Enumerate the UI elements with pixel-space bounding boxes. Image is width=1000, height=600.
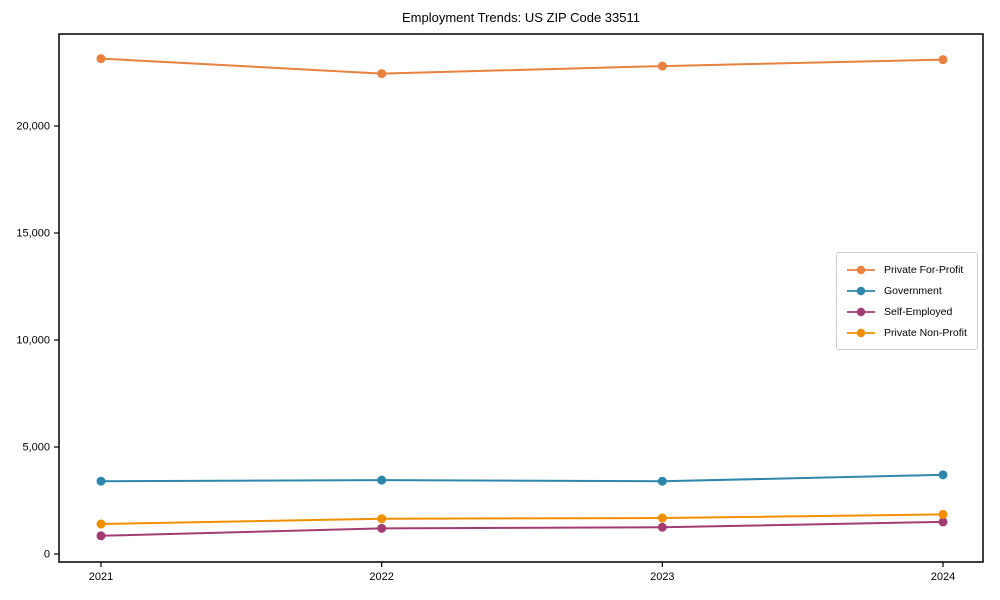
series-line <box>100 473 944 483</box>
legend-item: Private Non-Profit <box>845 322 969 343</box>
legend-label: Self-Employed <box>884 305 953 318</box>
chart-title: Employment Trends: US ZIP Code 33511 <box>402 10 640 25</box>
legend-label: Private For-Profit <box>884 263 964 276</box>
legend: Private For-Profit Government Self-Employe… <box>836 252 978 350</box>
data-point-marker <box>938 517 948 527</box>
data-point-marker <box>938 470 948 480</box>
data-point-marker <box>96 54 106 64</box>
data-point-marker <box>657 476 667 486</box>
legend-label: Private Non-Profit <box>884 326 967 339</box>
data-point-marker <box>377 523 387 533</box>
data-point-marker <box>938 509 948 519</box>
legend-marker-icon <box>847 307 875 316</box>
x-axis-tick-label: 2024 <box>931 571 955 583</box>
legend-item: Government <box>845 280 969 301</box>
data-point-marker <box>96 476 106 486</box>
legend-marker-icon <box>847 328 875 337</box>
data-point-marker <box>96 519 106 529</box>
data-point-marker <box>377 475 387 485</box>
series-line <box>100 513 944 526</box>
legend-label: Government <box>884 284 942 297</box>
data-point-marker <box>377 69 387 79</box>
y-axis-tick-label: 20,000 <box>16 121 50 133</box>
axes-frame <box>58 33 984 563</box>
y-axis-tick-label: 10,000 <box>16 335 50 347</box>
y-axis-tick-label: 0 <box>44 549 50 561</box>
data-point-marker <box>657 522 667 532</box>
data-point-marker <box>657 61 667 71</box>
data-point-marker <box>96 531 106 541</box>
x-axis-tick-label: 2021 <box>89 571 113 583</box>
y-axis-tick-label: 15,000 <box>16 228 50 240</box>
data-point-marker <box>657 513 667 523</box>
x-axis-tick-label: 2023 <box>650 571 674 583</box>
x-axis-tick-label: 2022 <box>369 571 393 583</box>
legend-marker-icon <box>847 265 875 274</box>
legend-item: Private For-Profit <box>845 259 969 280</box>
series-line <box>100 57 944 75</box>
series-line <box>100 520 944 537</box>
legend-item: Self-Employed <box>845 301 969 322</box>
data-point-marker <box>377 514 387 524</box>
legend-marker-icon <box>847 286 875 295</box>
y-axis-tick-label: 5,000 <box>22 442 50 454</box>
data-point-marker <box>938 55 948 65</box>
